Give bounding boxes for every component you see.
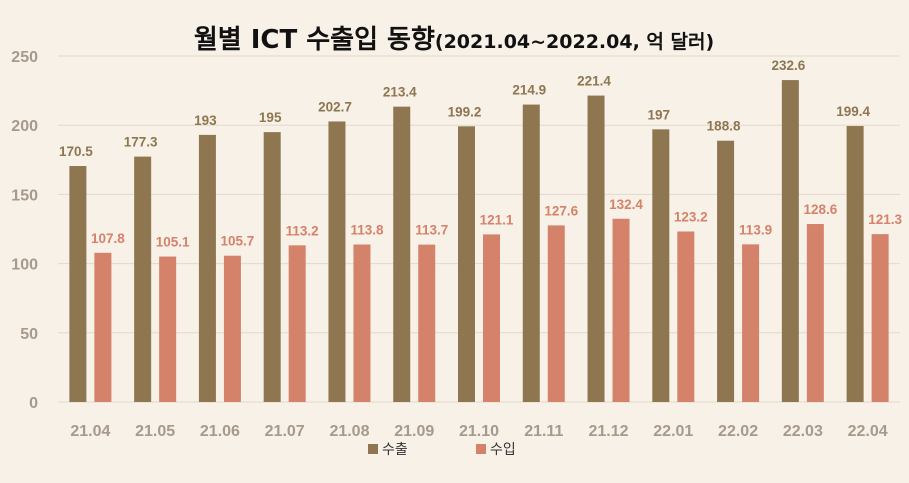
data-label-import: 113.8 [350, 223, 384, 238]
bar-import [418, 244, 436, 402]
bar-export [69, 166, 87, 402]
chart-subtitle: (2021.04~2022.04, 억 달러) [435, 31, 714, 53]
gridlines [58, 55, 900, 403]
data-label-import: 113.7 [415, 223, 448, 238]
data-label-export: 199.2 [448, 104, 482, 119]
legend-label-export: 수출 [382, 442, 408, 458]
data-label-export: 170.5 [59, 144, 93, 159]
legend-swatch-export [368, 444, 378, 454]
data-label-import: 132.4 [609, 197, 643, 212]
x-tick-label: 21.06 [200, 423, 240, 440]
data-label-import: 128.6 [803, 202, 837, 217]
x-tick-label: 22.02 [718, 423, 758, 440]
x-axis: 21.04 21.05 21.06 21.07 21.08 21.09 21.10 21.11… [70, 423, 887, 440]
data-label-import: 105.1 [156, 235, 190, 250]
bars [69, 80, 889, 403]
data-label-export: 197 [648, 107, 671, 122]
legend-label-import: 수입 [490, 442, 516, 458]
data-label-export: 202.7 [318, 99, 352, 114]
bar-export [328, 121, 346, 403]
data-label-export: 195 [259, 110, 282, 125]
bar-import [94, 252, 112, 402]
bar-import [483, 234, 500, 402]
bar-import [806, 224, 824, 402]
bar-export [846, 126, 864, 403]
y-tick-label: 150 [11, 187, 38, 204]
legend-swatch-import [476, 444, 486, 454]
legend: 수출 수입 [368, 442, 516, 458]
bar-export [393, 106, 411, 402]
bar-export [522, 104, 540, 402]
y-tick-label: 250 [11, 49, 38, 66]
y-tick-label: 100 [11, 257, 38, 274]
data-label-import: 121.3 [868, 212, 902, 227]
data-label-import: 123.2 [674, 209, 708, 224]
bar-export [263, 132, 281, 402]
data-label-export: 177.3 [124, 135, 158, 150]
y-tick-label: 0 [29, 395, 38, 412]
bar-import [159, 256, 177, 402]
bar-export [781, 80, 799, 402]
x-tick-label: 21.05 [135, 423, 175, 440]
data-label-export: 214.9 [512, 83, 546, 98]
x-tick-label: 21.10 [459, 423, 499, 440]
data-label-import: 121.1 [480, 212, 514, 227]
data-label-export: 221.4 [577, 74, 611, 89]
x-tick-label: 22.04 [848, 423, 888, 440]
bar-export [717, 140, 735, 402]
x-tick-label: 21.12 [589, 423, 629, 440]
data-label-import: 113.2 [286, 223, 319, 238]
bar-import [612, 218, 630, 402]
bar-import [871, 234, 889, 402]
bar-import [223, 255, 241, 402]
y-tick-label: 50 [20, 326, 38, 343]
data-label-export: 188.8 [707, 119, 741, 134]
x-tick-label: 22.03 [783, 423, 823, 440]
chart-title: 월별 ICT 수출입 동향(2021.04~2022.04, 억 달러) [194, 25, 714, 55]
bar-export [458, 126, 475, 403]
y-tick-label: 200 [11, 118, 38, 135]
chart-title-main: 월별 ICT 수출입 동향 [194, 25, 435, 55]
x-tick-label: 22.01 [653, 423, 693, 440]
data-label-import: 113.9 [739, 222, 772, 237]
bar-export [198, 134, 216, 402]
data-labels: 170.5 107.8 177.3 105.1 193 105.7 195 113.2 202.… [59, 58, 903, 249]
y-axis: 0 50 100 150 200 250 [11, 49, 38, 412]
bar-import [677, 231, 695, 402]
data-label-import: 105.7 [221, 234, 255, 249]
bar-export [652, 129, 670, 403]
bar-import [288, 245, 306, 402]
data-label-export: 199.4 [836, 104, 870, 119]
x-tick-label: 21.08 [329, 423, 369, 440]
bar-export [134, 156, 152, 402]
data-label-export: 232.6 [771, 58, 805, 73]
x-tick-label: 21.04 [70, 423, 110, 440]
bar-import [742, 244, 760, 402]
data-label-export: 193 [194, 113, 217, 128]
x-tick-label: 21.09 [394, 423, 434, 440]
bar-export [587, 95, 605, 402]
data-label-import: 127.6 [544, 203, 578, 218]
bar-import [547, 225, 565, 402]
x-tick-label: 21.07 [265, 423, 305, 440]
data-label-import: 107.8 [91, 231, 125, 246]
x-tick-label: 21.11 [524, 423, 563, 440]
data-label-export: 213.4 [383, 85, 417, 100]
bar-import [353, 244, 371, 402]
